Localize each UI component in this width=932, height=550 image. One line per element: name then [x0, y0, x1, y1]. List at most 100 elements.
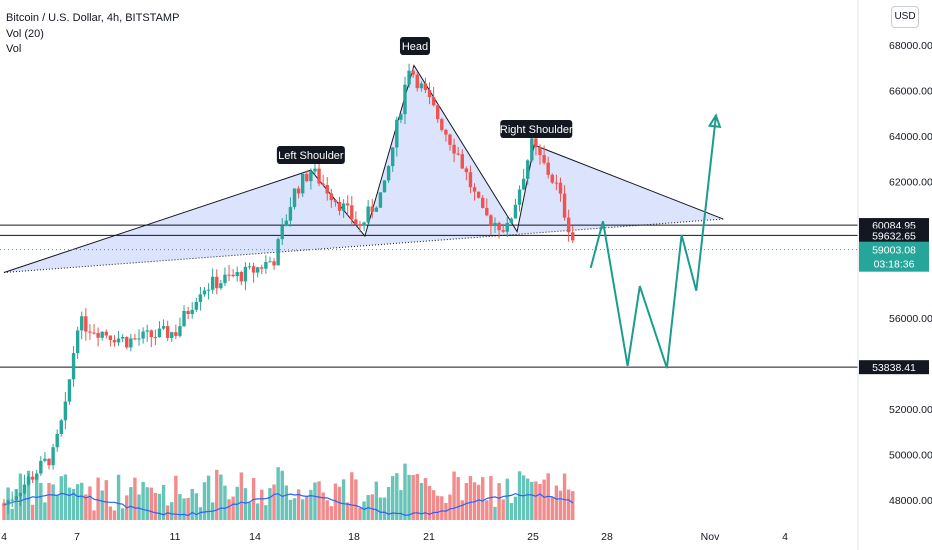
- candle-body: [554, 182, 559, 184]
- x-tick-label: 14: [249, 531, 261, 543]
- candle-body: [235, 272, 239, 277]
- candle-body: [395, 119, 399, 148]
- y-tick-label: 68000.00: [889, 40, 932, 52]
- volume-bar: [346, 502, 350, 520]
- level-tag-label: 53838.41: [872, 362, 916, 374]
- x-tick-label: 7: [74, 531, 80, 543]
- volume-bar: [92, 510, 96, 520]
- volume-bar: [313, 482, 317, 520]
- volume-bar: [468, 476, 473, 520]
- candle-body: [309, 171, 313, 182]
- time-axis[interactable]: 4 7 11 14 18 21 25 28 Nov 4: [1, 531, 788, 543]
- candle-body: [415, 74, 419, 89]
- volume-bar: [170, 502, 174, 520]
- volume-bar: [395, 473, 399, 520]
- volume-bar: [264, 505, 268, 520]
- candle-body: [296, 188, 301, 194]
- volume-bar: [198, 507, 203, 520]
- volume-bar: [550, 496, 554, 520]
- candle-body: [464, 168, 469, 173]
- candle-body: [436, 105, 440, 120]
- candle-body: [26, 476, 31, 485]
- volume-bar: [227, 499, 231, 520]
- volume-bar: [300, 499, 305, 520]
- volume-bar: [75, 484, 80, 520]
- candle-body: [39, 460, 43, 474]
- projection-path: [589, 115, 717, 369]
- candle-body: [92, 332, 96, 334]
- candle-body: [292, 188, 297, 208]
- candle-body: [497, 222, 501, 231]
- volume-bar: [538, 483, 542, 520]
- candle-body: [562, 193, 567, 218]
- volume-bar: [305, 495, 309, 520]
- candle-body: [419, 83, 424, 89]
- candle-body: [186, 310, 190, 315]
- volume-bar: [362, 501, 366, 520]
- annotation-text: Left Shoulder: [278, 150, 344, 162]
- candle-body: [558, 182, 563, 194]
- volume-bar: [382, 497, 387, 520]
- volume-bar: [96, 477, 100, 520]
- volume-bar: [284, 485, 289, 520]
- x-tick-label: 4: [782, 531, 788, 543]
- candle-body: [517, 189, 522, 205]
- volume-bar: [296, 489, 301, 520]
- volume-bar: [374, 481, 379, 520]
- volume-bar: [51, 484, 55, 520]
- volume-bar: [55, 495, 59, 520]
- candle-body: [120, 337, 125, 339]
- vol-ma-label[interactable]: Vol (20): [6, 28, 44, 40]
- candle-body: [18, 493, 23, 497]
- volume-bar: [309, 489, 313, 520]
- x-tick-label: 18: [348, 531, 360, 543]
- price-axis[interactable]: 68000.00 66000.00 64000.00 62000.00 56000.00…: [889, 40, 932, 507]
- candle-body: [317, 168, 321, 184]
- candle-body: [378, 192, 383, 208]
- volume-bar: [243, 488, 248, 520]
- candle-body: [71, 353, 76, 380]
- volume-bar: [431, 490, 436, 520]
- volume-bar: [321, 492, 325, 520]
- volume-bar: [223, 485, 227, 520]
- y-tick-label: 48000.00: [889, 495, 932, 507]
- volume-bar: [562, 473, 567, 520]
- volume-bar: [566, 489, 571, 520]
- candle-body: [284, 220, 289, 226]
- candle-body: [337, 202, 342, 211]
- volume-bar: [403, 463, 407, 520]
- level-tag: 53838.41: [859, 360, 929, 375]
- candle-body: [571, 232, 575, 241]
- volume-bar: [526, 478, 530, 520]
- symbol-title[interactable]: Bitcoin / U.S. Dollar, 4h, BITSTAMP: [6, 12, 180, 24]
- candle-body: [231, 274, 235, 277]
- countdown-label: 03:18:36: [874, 259, 915, 271]
- annotation-label: Right Shoulder: [500, 120, 573, 138]
- x-tick-label: 11: [170, 531, 181, 543]
- annotation-bg: [500, 120, 573, 138]
- volume-bar: [350, 472, 354, 520]
- level-tag-label: 59632.65: [872, 230, 916, 242]
- candle-body: [6, 500, 10, 505]
- volume-bar: [206, 475, 211, 520]
- volume-bar: [247, 502, 252, 520]
- x-tick-label: 4: [1, 531, 7, 543]
- candle-body: [509, 218, 514, 223]
- volume-bar: [161, 485, 166, 520]
- candle-body: [153, 337, 158, 339]
- volume-bar: [116, 474, 121, 520]
- y-tick-label: 66000.00: [889, 86, 932, 98]
- candle-body: [448, 134, 452, 145]
- volume-bar: [427, 485, 432, 520]
- candle-body: [305, 173, 309, 182]
- level-tag-bg: [859, 228, 929, 243]
- volume-bar: [358, 507, 362, 520]
- vol-label[interactable]: Vol: [6, 43, 22, 55]
- candle-body: [456, 153, 460, 155]
- annotation-bg: [399, 37, 430, 55]
- y-tick-label: 56000.00: [889, 313, 932, 325]
- currency-button[interactable]: USD: [891, 6, 919, 28]
- candle-body: [460, 154, 464, 169]
- volume-bar: [80, 482, 84, 520]
